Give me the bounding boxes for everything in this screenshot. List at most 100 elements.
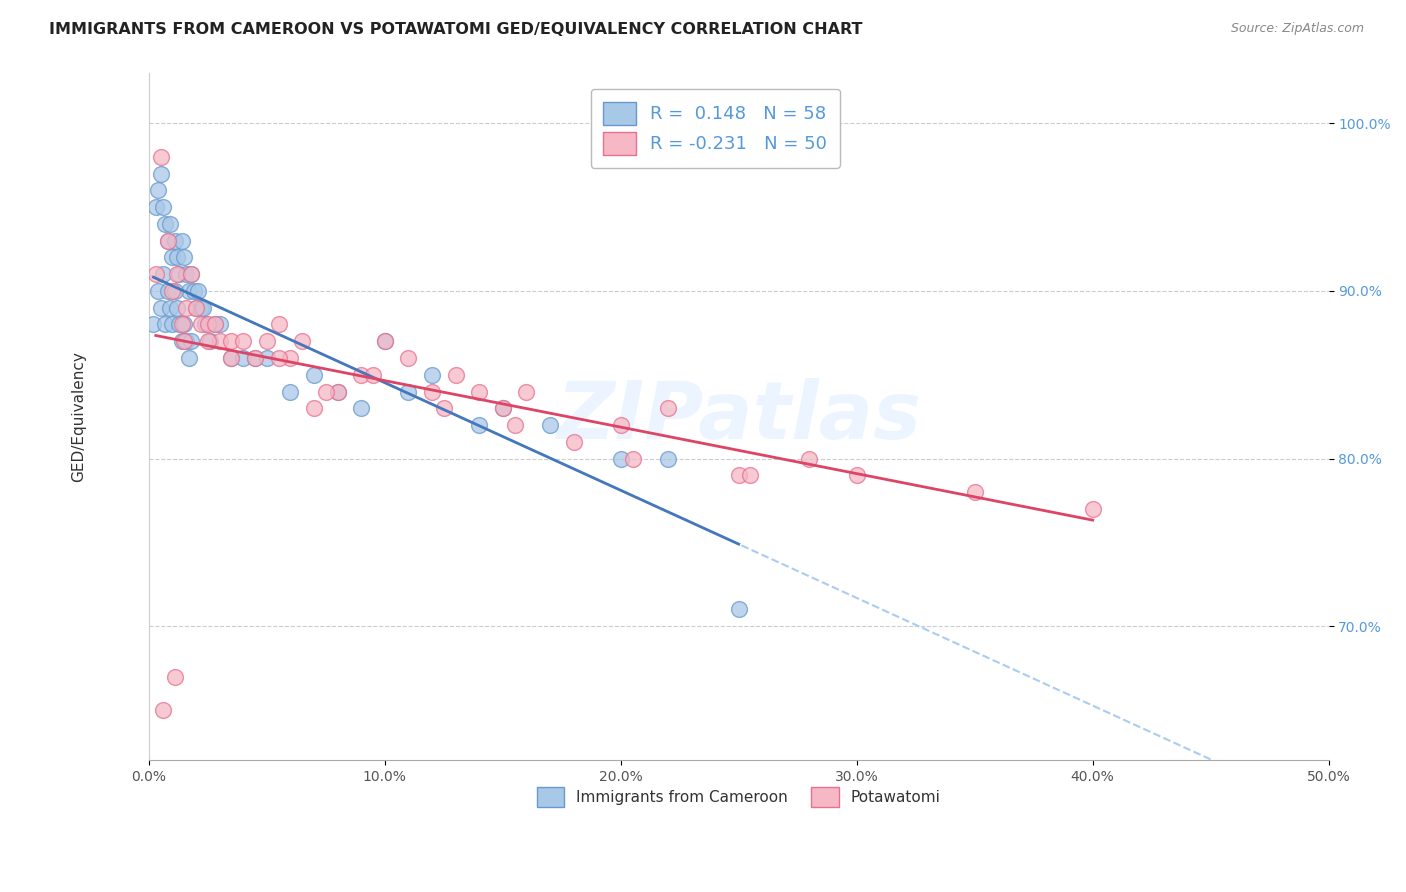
Point <box>326 384 349 399</box>
Point <box>326 384 349 399</box>
Point <box>1081 502 1104 516</box>
Point <box>173 334 195 349</box>
Y-axis label: GED/Equivalency: GED/Equivalency <box>72 351 86 482</box>
Point <box>166 251 188 265</box>
Point <box>163 669 186 683</box>
Point <box>208 334 231 349</box>
Point <box>278 384 301 399</box>
Point <box>278 351 301 365</box>
Point <box>184 301 207 315</box>
Point <box>180 334 202 349</box>
Point <box>163 284 186 298</box>
Point <box>156 234 179 248</box>
Point <box>302 401 325 416</box>
Point <box>727 602 749 616</box>
Point <box>169 318 191 332</box>
Point <box>184 301 207 315</box>
Point <box>177 351 200 365</box>
Point <box>799 451 821 466</box>
Point <box>148 284 170 298</box>
Point <box>562 434 585 449</box>
Point <box>740 468 762 483</box>
Point <box>433 401 456 416</box>
Point <box>221 334 243 349</box>
Text: ZIPatlas: ZIPatlas <box>557 377 921 456</box>
Point <box>180 267 202 281</box>
Point <box>538 418 561 433</box>
Point <box>256 334 278 349</box>
Point <box>444 368 467 382</box>
Point <box>727 468 749 483</box>
Point <box>350 401 373 416</box>
Text: Source: ZipAtlas.com: Source: ZipAtlas.com <box>1230 22 1364 36</box>
Point <box>173 251 195 265</box>
Point <box>177 284 200 298</box>
Point <box>609 451 631 466</box>
Point <box>503 418 526 433</box>
Point <box>468 418 491 433</box>
Point <box>152 267 174 281</box>
Point <box>208 318 231 332</box>
Point <box>267 318 290 332</box>
Legend: Immigrants from Cameroon, Potawatomi: Immigrants from Cameroon, Potawatomi <box>529 780 948 814</box>
Point <box>204 318 226 332</box>
Point <box>159 217 181 231</box>
Point <box>315 384 337 399</box>
Point <box>170 318 193 332</box>
Point <box>420 368 443 382</box>
Point <box>420 384 443 399</box>
Point <box>232 351 254 365</box>
Point <box>845 468 868 483</box>
Point <box>166 267 188 281</box>
Point <box>256 351 278 365</box>
Point <box>191 301 214 315</box>
Point <box>374 334 396 349</box>
Point <box>194 318 217 332</box>
Point <box>232 334 254 349</box>
Point <box>515 384 537 399</box>
Point <box>657 401 679 416</box>
Point <box>204 318 226 332</box>
Point <box>170 234 193 248</box>
Point <box>162 284 184 298</box>
Point <box>145 267 167 281</box>
Point <box>221 351 243 365</box>
Point <box>155 318 177 332</box>
Point <box>243 351 266 365</box>
Point <box>149 301 172 315</box>
Point <box>396 384 419 399</box>
Point <box>173 318 195 332</box>
Point <box>155 217 177 231</box>
Point <box>197 334 219 349</box>
Point <box>170 334 193 349</box>
Point <box>221 351 243 365</box>
Point <box>291 334 314 349</box>
Point <box>361 368 384 382</box>
Point <box>267 351 290 365</box>
Text: IMMIGRANTS FROM CAMEROON VS POTAWATOMI GED/EQUIVALENCY CORRELATION CHART: IMMIGRANTS FROM CAMEROON VS POTAWATOMI G… <box>49 22 863 37</box>
Point <box>156 234 179 248</box>
Point <box>302 368 325 382</box>
Point <box>176 301 198 315</box>
Point <box>156 284 179 298</box>
Point <box>963 485 986 500</box>
Point <box>162 318 184 332</box>
Point <box>163 234 186 248</box>
Point <box>176 267 198 281</box>
Point <box>152 703 174 717</box>
Point <box>166 301 188 315</box>
Point <box>190 301 212 315</box>
Point <box>142 318 165 332</box>
Point <box>657 451 679 466</box>
Point <box>350 368 373 382</box>
Point <box>396 351 419 365</box>
Point <box>149 150 172 164</box>
Point <box>145 200 167 214</box>
Point <box>159 301 181 315</box>
Point <box>162 251 184 265</box>
Point <box>374 334 396 349</box>
Point <box>198 334 221 349</box>
Point <box>609 418 631 433</box>
Point <box>187 284 209 298</box>
Point <box>468 384 491 399</box>
